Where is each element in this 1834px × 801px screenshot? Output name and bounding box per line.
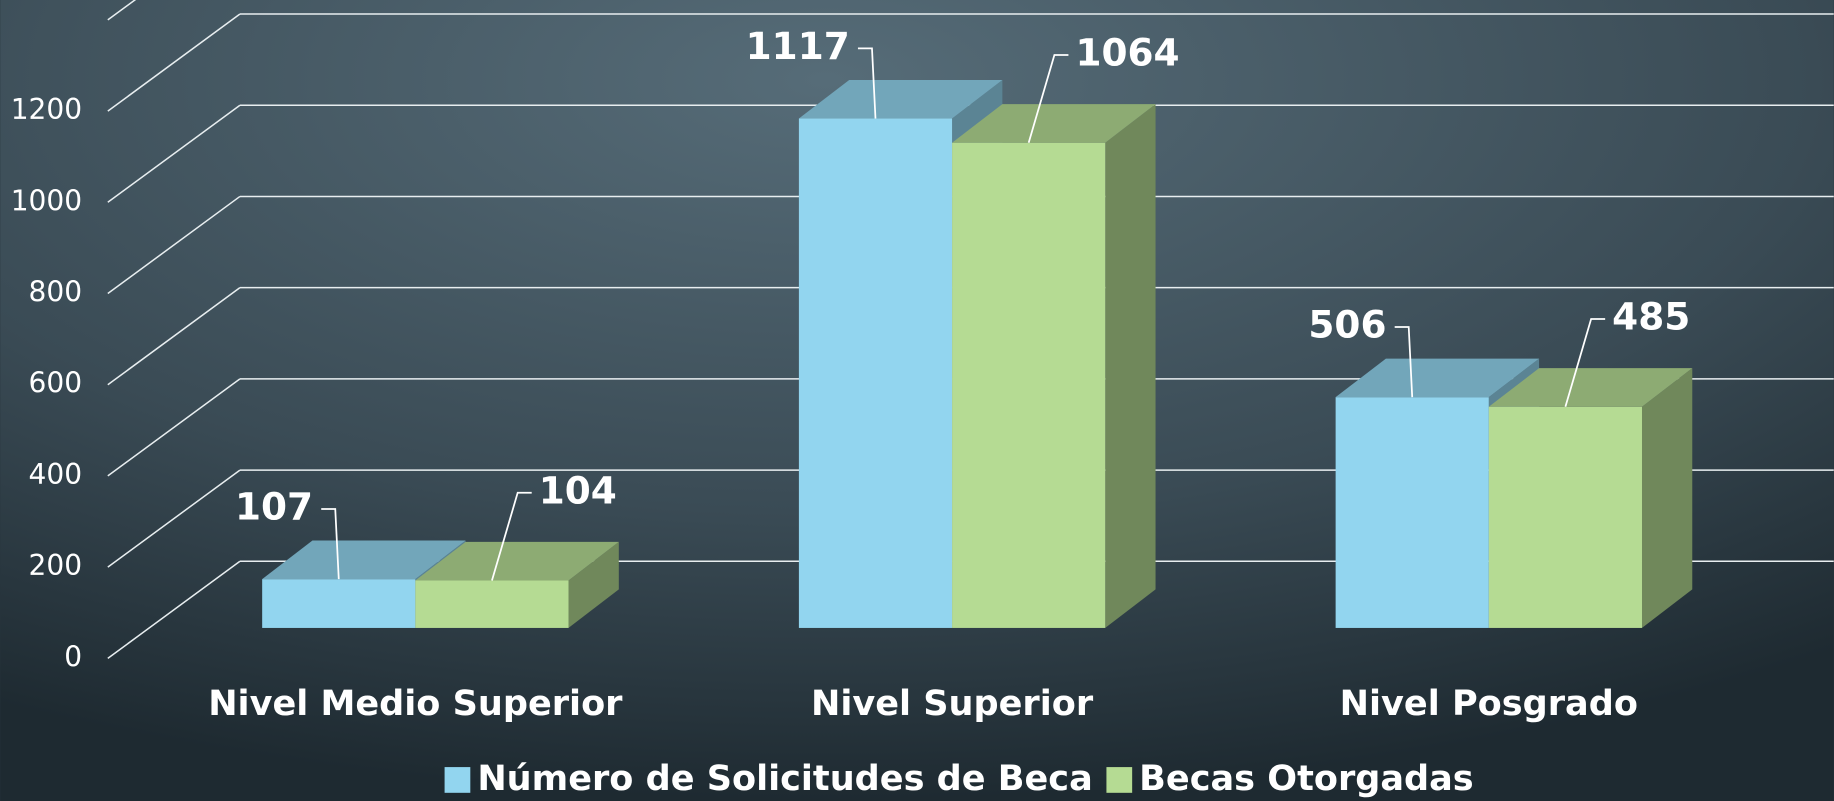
data-label: 485 — [1612, 295, 1690, 339]
y-tick-label: 800 — [29, 276, 83, 309]
bar-top — [952, 104, 1156, 143]
x-tick-label: Nivel Superior — [811, 683, 1094, 724]
bar — [1488, 406, 1642, 628]
grid-line — [107, 560, 241, 659]
data-label: 107 — [235, 484, 313, 528]
bar — [798, 118, 953, 628]
bar — [415, 580, 569, 628]
grid-line — [107, 104, 241, 203]
leader-line — [321, 508, 340, 580]
bar — [262, 579, 416, 628]
bar-top — [1335, 358, 1540, 398]
data-label: 506 — [1308, 303, 1386, 347]
y-tick-label: 1000 — [11, 184, 82, 217]
grid-line — [107, 469, 241, 568]
bar-top — [262, 540, 466, 580]
legend-label: Número de Solicitudes de Beca — [477, 758, 1092, 799]
bar-top — [798, 79, 1003, 119]
bar-side — [1641, 368, 1693, 628]
x-tick-label: Nivel Posgrado — [1340, 683, 1638, 724]
bar — [1335, 397, 1489, 628]
leader-line — [1394, 326, 1414, 398]
legend-swatch — [444, 767, 471, 793]
data-label: 1117 — [746, 24, 850, 68]
y-tick-label: 200 — [29, 549, 83, 582]
data-label: 104 — [539, 468, 617, 512]
bar-top — [1488, 368, 1693, 407]
grid-line — [107, 378, 241, 477]
bar-top — [415, 541, 619, 581]
y-tick-label: 600 — [29, 367, 83, 400]
legend-swatch — [1106, 767, 1133, 793]
bar-side — [568, 541, 619, 628]
data-label: 1064 — [1075, 31, 1179, 75]
y-tick-label: 400 — [29, 458, 83, 491]
x-tick-label: Nivel Medio Superior — [208, 683, 623, 724]
bar — [952, 142, 1106, 628]
bar-side — [1105, 104, 1156, 628]
grid-line — [107, 287, 241, 386]
leader-line — [857, 47, 877, 119]
frame-line — [107, 0, 137, 21]
leader-line — [1027, 54, 1069, 143]
y-tick-label: 0 — [64, 640, 82, 673]
legend-label: Becas Otorgadas — [1139, 758, 1474, 799]
grid-line — [107, 195, 241, 295]
grid-line — [107, 13, 241, 112]
leader-line — [1564, 318, 1606, 408]
y-tick-label: 1200 — [11, 93, 82, 126]
leader-line — [491, 491, 532, 581]
